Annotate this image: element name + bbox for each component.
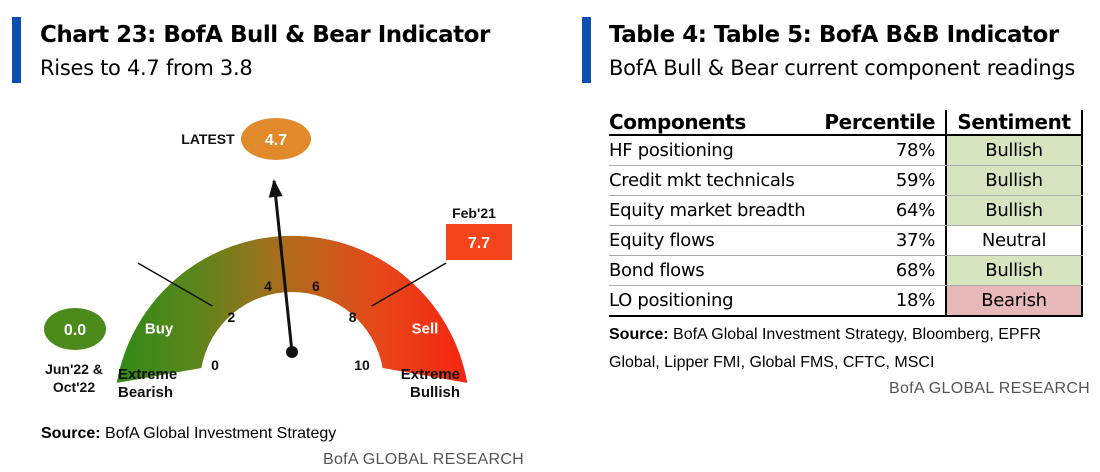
gauge-tick-label: 6: [312, 278, 320, 294]
gauge-arc: [116, 235, 468, 383]
table-source-line2: Global, Lipper FMI, Global FMS, CFTC, MS…: [609, 354, 935, 371]
component-name: Credit mkt technicals: [609, 170, 795, 191]
extreme-bearish-line2: Bearish: [118, 384, 173, 401]
sentiment-cell: Neutral: [945, 226, 1083, 255]
table-row: Credit mkt technicals 59% Bullish: [609, 166, 1083, 196]
needle-arrowhead: [268, 178, 283, 198]
table-source-line1: BofA Global Investment Strategy, Bloombe…: [673, 326, 1041, 343]
left-accent-bar: [12, 17, 21, 83]
bull-bear-gauge: 0 2 4 6 8 10 Buy Sell 4.7 LATEST Feb'21 7.7 0.0 Jun'2…: [44, 118, 512, 401]
min-annotation-line2: Oct'22: [53, 379, 95, 395]
table-header: Components Percentile Sentiment: [609, 104, 1083, 136]
component-name: Equity flows: [609, 230, 715, 251]
needle-pivot: [286, 346, 298, 358]
zone-separator: [371, 262, 447, 307]
latest-bubble: [241, 118, 311, 160]
max-annotation-label: Feb'21: [452, 205, 496, 221]
header-percentile: Percentile: [824, 110, 935, 134]
chart-subtitle: Rises to 4.7 from 3.8: [40, 56, 253, 80]
table-row: Equity market breadth 64% Bullish: [609, 196, 1083, 226]
header-sentiment: Sentiment: [945, 110, 1083, 134]
table-subtitle: BofA Bull & Bear current component readi…: [609, 56, 1076, 80]
percentile-value: 68%: [895, 260, 935, 281]
latest-value: 4.7: [265, 132, 287, 149]
extreme-bearish-line1: Extreme: [118, 366, 177, 383]
component-name: LO positioning: [609, 290, 734, 311]
table-row: HF positioning 78% Bullish: [609, 136, 1083, 166]
gauge-tick-label: 8: [349, 309, 357, 325]
sentiment-cell: Bullish: [945, 256, 1083, 285]
chart-footer: BofA GLOBAL RESEARCH: [323, 451, 525, 468]
table-row: Equity flows 37% Neutral: [609, 226, 1083, 256]
min-annotation-line1: Jun'22 &: [45, 361, 103, 377]
percentile-value: 18%: [895, 290, 935, 311]
component-name: HF positioning: [609, 140, 734, 161]
sentiment-cell: Bullish: [945, 136, 1083, 165]
min-annotation-bubble: [44, 308, 106, 350]
zone-label: Sell: [412, 321, 439, 338]
chart-source: Source: BofA Global Investment Strategy: [41, 425, 336, 443]
percentile-value: 37%: [895, 230, 935, 251]
percentile-value: 78%: [895, 140, 935, 161]
table-row: LO positioning 18% Bearish: [609, 286, 1083, 317]
component-name: Bond flows: [609, 260, 705, 281]
table-source-label: Source:: [609, 326, 669, 343]
sentiment-cell: Bullish: [945, 196, 1083, 225]
max-annotation-box: [446, 224, 512, 260]
max-annotation-value: 7.7: [468, 235, 490, 252]
table-title: Table 4: Table 5: BofA B&B Indicator: [609, 22, 1059, 48]
sentiment-cell: Bullish: [945, 166, 1083, 195]
min-annotation-value: 0.0: [64, 322, 86, 339]
source-text: BofA Global Investment Strategy: [105, 425, 337, 442]
chart-title: Chart 23: BofA Bull & Bear Indicator: [40, 22, 490, 48]
percentile-value: 64%: [895, 200, 935, 221]
table-source: Source: BofA Global Investment Strategy,…: [609, 326, 1041, 344]
component-name: Equity market breadth: [609, 200, 806, 221]
gauge-tick-label: 2: [227, 309, 235, 325]
right-accent-bar: [582, 17, 591, 83]
zone-separator: [137, 262, 213, 307]
table-row: Bond flows 68% Bullish: [609, 256, 1083, 286]
percentile-value: 59%: [895, 170, 935, 191]
gauge-tick-label: 0: [211, 357, 219, 373]
header-components: Components: [609, 110, 746, 134]
components-table: Components Percentile Sentiment HF posit…: [609, 104, 1083, 317]
gauge-tick-label: 10: [354, 357, 370, 373]
table-footer: BofA GLOBAL RESEARCH: [889, 380, 1091, 397]
latest-label: LATEST: [181, 131, 235, 147]
gauge-needle: [272, 180, 294, 353]
source-label: Source:: [41, 425, 101, 442]
zone-label: Buy: [145, 321, 174, 338]
extreme-bullish-line2: Bullish: [410, 384, 460, 401]
sentiment-cell: Bearish: [945, 286, 1083, 315]
extreme-bullish-line1: Extreme: [401, 366, 460, 383]
gauge-tick-label: 4: [264, 278, 272, 294]
